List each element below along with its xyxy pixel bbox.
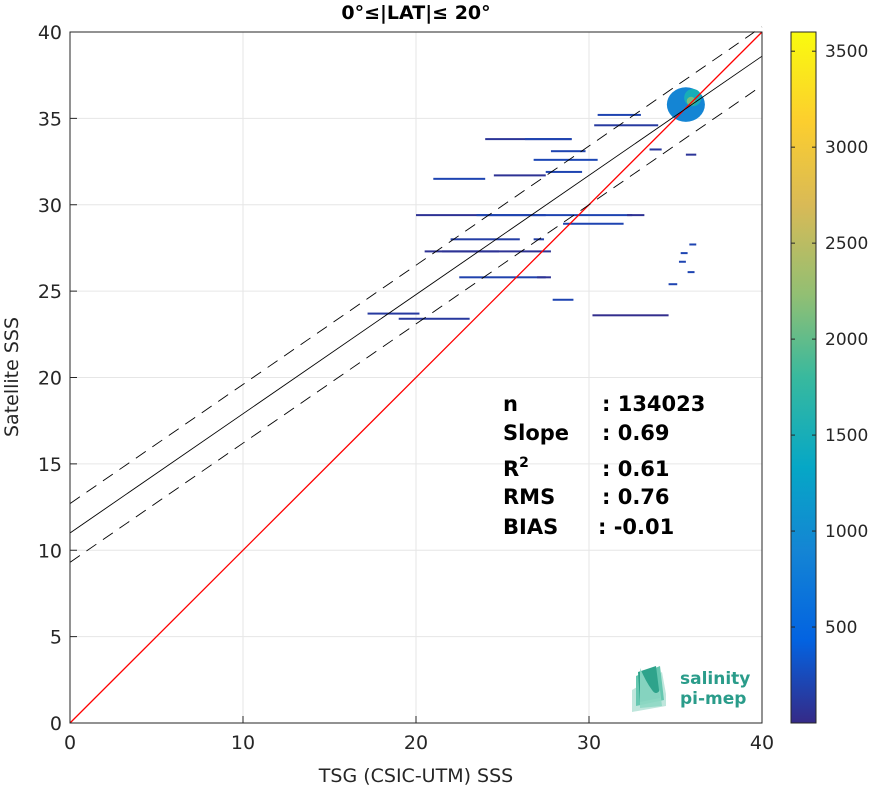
logo-text-salinity: salinity [680,669,750,689]
density-points [367,87,705,320]
y-tick-label: 10 [38,540,62,562]
density-segment [398,317,470,320]
density-segment [550,150,586,153]
y-tick-label: 0 [50,713,62,735]
density-segment [687,271,695,274]
fit-lines [69,26,763,724]
y-tick-label: 25 [38,281,62,303]
density-segment [433,177,486,180]
density-segment [545,170,583,173]
density-segment [592,314,669,317]
y-axis-label: Satellite SSS [1,317,23,437]
density-segment [627,214,645,217]
density-segment [424,250,551,253]
y-tick-label: 35 [38,108,62,130]
colorbar-tick-label: 2500 [825,234,868,254]
density-segment [524,138,572,141]
stat-value: : 134023 [602,392,705,416]
x-tick-label: 0 [64,732,76,754]
stat-label: RMS [503,485,555,509]
density-segment [563,222,624,225]
density-segment [493,174,546,177]
density-segment [685,153,697,156]
density-segment [476,214,633,217]
x-tick-label: 40 [750,732,774,754]
colorbar-tick-label: 500 [825,618,857,638]
regression-line [69,55,763,534]
y-axis-ticks: 0 5 10 15 20 25 30 35 40 [38,22,77,735]
density-segment [459,276,546,279]
logo-text-pi-mep: pi-mep [680,689,746,709]
stat-value: : 0.69 [602,421,670,445]
density-segment [668,283,678,286]
x-axis-ticks: 0 10 20 30 40 [64,716,774,754]
x-tick-label: 30 [577,732,601,754]
salinity-pi-mep-logo: salinity pi-mep [632,666,750,712]
regression-upper-line [69,26,763,504]
chart-title: 0°≤|LAT|≤ 20° [341,2,490,24]
stat-value: : 0.76 [602,485,670,509]
stat-label: n [503,392,518,416]
density-segment [680,252,688,255]
stat-label: BIAS [503,515,558,539]
colorbar-tick-label: 3500 [825,42,868,62]
identity-line [69,31,763,724]
colorbar-tick-label: 3000 [825,138,868,158]
y-tick-label: 5 [50,627,62,649]
density-cluster [686,96,696,106]
density-segment [552,298,574,301]
density-segment [450,238,520,241]
colorbar-ticks: 500 1000 1500 2000 2500 3000 3500 [791,42,868,638]
regression-lower-line [69,85,763,563]
stat-value: : -0.01 [598,515,674,539]
x-axis-label: TSG (CSIC-UTM) SSS [318,765,513,787]
y-tick-label: 40 [38,22,62,44]
colorbar-tick-label: 1000 [825,522,868,542]
density-segment [367,312,420,315]
density-segment [597,113,641,116]
density-segment [594,124,659,127]
statistics-panel: n : 134023 Slope : 0.69 R2 : 0.61 RMS : 0.76 BIA… [503,392,705,539]
y-tick-label: 15 [38,454,62,476]
y-tick-label: 20 [38,368,62,390]
density-segment [537,276,551,279]
density-segment [678,260,686,263]
density-segment [689,243,697,246]
x-tick-label: 20 [404,732,428,754]
colorbar-tick-label: 1500 [825,426,868,446]
density-segment [649,148,662,151]
stat-label: R2 [503,455,529,481]
wave-logo-icon [632,666,666,712]
density-segment [533,158,598,161]
stat-label: Slope [503,421,569,445]
colorbar-tick-label: 2000 [825,330,868,350]
colorbar [790,31,817,724]
y-tick-label: 30 [38,195,62,217]
x-tick-label: 10 [231,732,255,754]
stat-value: : 0.61 [602,457,670,481]
